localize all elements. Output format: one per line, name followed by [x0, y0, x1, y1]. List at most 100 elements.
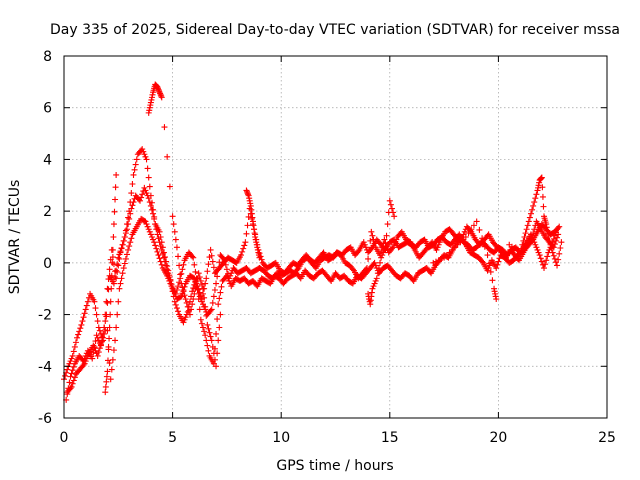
data-point: [245, 213, 252, 220]
data-point: [145, 195, 152, 202]
data-point: [223, 272, 230, 279]
data-point: [215, 301, 222, 308]
data-point: [102, 389, 109, 396]
data-point: [99, 337, 106, 344]
data-point: [160, 254, 167, 261]
data-point: [173, 305, 180, 312]
data-point: [153, 245, 160, 252]
data-point: [224, 275, 231, 282]
data-point: [178, 293, 185, 300]
data-point: [70, 377, 77, 384]
data-point: [179, 266, 186, 273]
data-point: [209, 258, 216, 265]
data-point: [172, 301, 179, 308]
data-point: [69, 352, 76, 359]
data-point: [165, 275, 172, 282]
data-point: [383, 232, 390, 239]
x-tick-label: 25: [598, 430, 616, 446]
data-point: [144, 223, 151, 230]
data-point: [138, 194, 145, 201]
y-tick-labels: -6 -4 -2 0 2 4 6 8: [38, 49, 52, 427]
data-point: [226, 277, 233, 284]
data-point: [189, 253, 196, 260]
data-point: [109, 254, 116, 261]
series-trace-4: [102, 81, 565, 396]
grid: [64, 56, 607, 418]
data-point: [201, 328, 208, 335]
data-point: [438, 255, 445, 262]
data-point: [92, 305, 99, 312]
data-point: [92, 347, 99, 354]
data-point: [96, 327, 103, 334]
data-point: [175, 253, 182, 260]
data-point: [180, 319, 187, 326]
data-point: [146, 183, 153, 190]
data-point: [110, 234, 117, 240]
data-point: [177, 271, 184, 278]
data-point: [104, 357, 111, 364]
data-point: [531, 239, 538, 246]
data-point: [240, 245, 247, 252]
data-point: [545, 234, 552, 240]
data-point: [388, 205, 395, 212]
data-point: [530, 230, 537, 237]
data-point: [130, 171, 137, 178]
y-tick-label: 6: [43, 101, 52, 117]
data-point: [81, 360, 88, 367]
data-point: [178, 280, 185, 287]
data-point: [197, 316, 204, 323]
data-point: [434, 244, 441, 251]
data-point: [539, 193, 546, 200]
data-point: [81, 310, 88, 317]
data-point: [113, 267, 120, 274]
data-point: [200, 285, 207, 292]
y-tick-label: -4: [38, 359, 52, 375]
data-point: [67, 373, 74, 380]
data-point: [179, 284, 186, 291]
data-point: [552, 237, 559, 244]
data-point: [120, 237, 127, 244]
data-point: [197, 277, 204, 284]
data-point: [390, 209, 397, 216]
data-point: [121, 234, 128, 240]
data-point: [207, 333, 214, 340]
data-point: [489, 277, 496, 284]
data-point: [493, 265, 500, 272]
data-point: [484, 267, 491, 274]
data-point: [143, 156, 150, 163]
data-point: [142, 218, 149, 225]
data-point: [151, 239, 158, 246]
data-point: [110, 221, 117, 228]
data-point: [242, 239, 249, 246]
data-point: [142, 153, 149, 160]
data-point: [241, 242, 248, 249]
data-point: [144, 165, 151, 172]
data-point: [533, 191, 540, 198]
data-point: [94, 318, 101, 325]
data-point: [167, 280, 174, 287]
data-point: [77, 325, 84, 332]
data-point: [365, 255, 372, 262]
data-point: [435, 241, 442, 248]
data-point: [256, 254, 263, 261]
data-point: [70, 363, 77, 370]
data-point: [126, 243, 133, 250]
data-point: [108, 272, 115, 279]
data-point: [449, 246, 456, 253]
data-point: [207, 307, 214, 314]
data-point: [169, 213, 176, 220]
data-point: [139, 146, 146, 153]
data-point: [148, 206, 155, 213]
data-point: [123, 251, 130, 258]
data-point: [196, 274, 203, 281]
series-trace-1: [61, 146, 563, 383]
data-point: [479, 258, 486, 265]
data-point: [481, 243, 488, 250]
data-point: [555, 256, 562, 263]
data-point: [154, 231, 161, 238]
data-point: [216, 295, 223, 302]
data-point: [164, 272, 171, 279]
data-point: [520, 237, 527, 244]
data-point: [549, 249, 556, 256]
data-point: [486, 260, 493, 267]
